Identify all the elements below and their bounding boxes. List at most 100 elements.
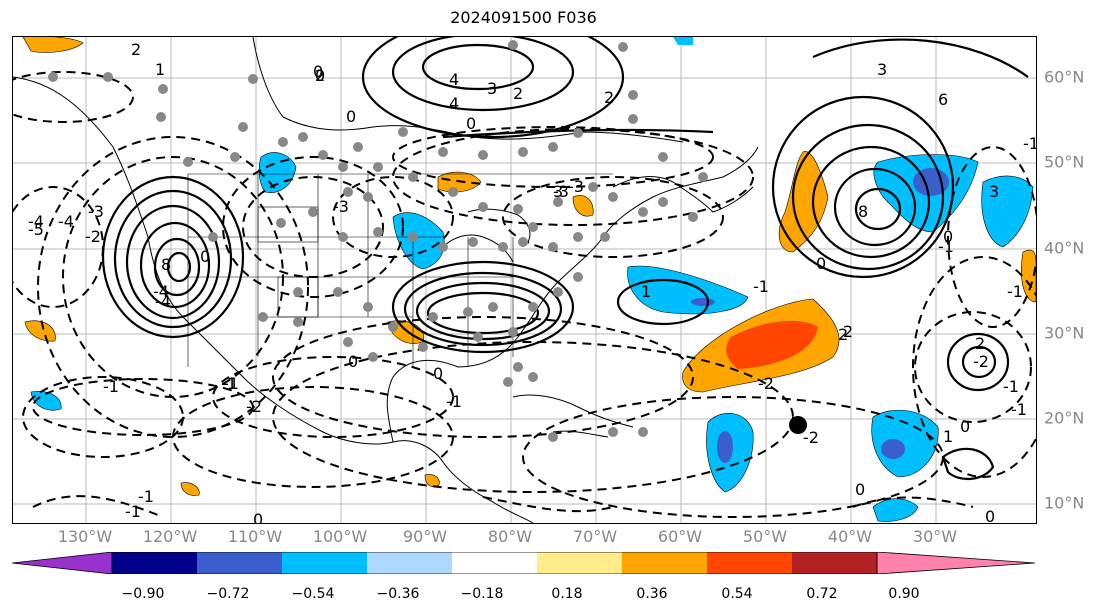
contour-label: -4 <box>58 212 74 231</box>
contour-label: -1 <box>1007 282 1023 301</box>
storm-marker <box>789 416 807 434</box>
contour-label: 0 <box>253 510 263 523</box>
contour-label: 1 <box>155 60 165 79</box>
contour-label: -2 <box>246 397 262 416</box>
contour-label: -4 <box>155 292 171 311</box>
contour-label: -1 <box>138 487 154 506</box>
contour-label: 1 <box>943 427 953 446</box>
state-borders <box>187 173 613 367</box>
contour-label: -1 <box>753 277 769 296</box>
graticule <box>13 37 1036 523</box>
lat-label: 50°N <box>1044 152 1085 172</box>
contour-label: 2 <box>513 84 523 103</box>
colorbar-tick: 0.90 <box>888 586 920 602</box>
contour-label: -3 <box>553 182 569 201</box>
contour-label: 3 <box>989 182 999 201</box>
lon-label: 120°W <box>142 527 198 546</box>
contour-label: 0 <box>346 107 356 126</box>
contour-label: -2 <box>973 352 989 371</box>
lon-label: 60°W <box>657 527 703 546</box>
contour-label: -3 <box>333 197 349 216</box>
colorbar-segment <box>197 552 282 574</box>
contour-label: 0 <box>855 480 865 499</box>
contour-label: -2 <box>758 374 774 393</box>
lat-label: 10°N <box>1044 493 1085 513</box>
contour-label: 0 <box>200 247 210 266</box>
contour-label: 3 <box>553 182 563 201</box>
colorbar-tick: −0.54 <box>291 586 335 602</box>
contour-label: -2 <box>803 428 819 447</box>
shaded-anomalies <box>22 37 1036 522</box>
lon-label: 80°W <box>487 527 533 546</box>
contour-label: -1 <box>938 237 954 256</box>
solid-contours <box>101 37 1029 480</box>
colorbar-tick: 0.72 <box>806 586 838 602</box>
colorbar-segment <box>537 552 622 574</box>
lat-label: 20°N <box>1044 408 1085 428</box>
colorbar-segment <box>452 552 537 574</box>
contour-label: -3 <box>88 202 104 221</box>
contour-label: 1 <box>641 282 651 301</box>
contour-label: 0 <box>985 507 995 523</box>
contour-label: 0 <box>466 114 476 133</box>
contour-label: -2 <box>85 227 101 246</box>
dashed-contours <box>13 71 1036 518</box>
contour-label: 3 <box>487 79 497 98</box>
contour-label: -1 <box>1003 377 1019 396</box>
contour-label: 4 <box>449 70 459 89</box>
colorbar-segment <box>622 552 707 574</box>
contour-label: 6 <box>938 90 948 109</box>
colorbar-max-arrow <box>876 552 1035 574</box>
contour-label: 8 <box>161 255 171 274</box>
contour-label: 2 <box>315 66 325 85</box>
contour-label: -4 <box>28 212 44 231</box>
contour-label: 2 <box>604 88 614 107</box>
contour-label: -5 <box>28 220 44 239</box>
station-dots <box>48 40 708 442</box>
contour-label: 0 <box>816 254 826 273</box>
contour-label: 0 <box>433 364 443 383</box>
contour-label: -1 <box>446 392 462 411</box>
colorbar-tick: −0.72 <box>206 586 250 602</box>
lat-label: 40°N <box>1044 238 1085 258</box>
contour-labels: 2 1 0 4 3 2 0 6 3 4 0 2 3 8 3 -1 0 2 8 0… <box>28 40 1036 523</box>
contour-label: 4 <box>449 94 459 113</box>
colorbar <box>12 552 1035 574</box>
contour-label: 8 <box>858 202 868 221</box>
contour-label: -1 <box>221 374 237 393</box>
contour-label: -1 <box>1023 134 1036 153</box>
map-svg: 2 1 0 4 3 2 0 6 3 4 0 2 3 8 3 -1 0 2 8 0… <box>13 37 1036 523</box>
lon-label: 30°W <box>912 527 958 546</box>
lat-label: 30°N <box>1044 323 1085 343</box>
colorbar-segment <box>282 552 367 574</box>
lat-label: 60°N <box>1044 67 1085 87</box>
contour-label: -1 <box>223 374 239 393</box>
colorbar-tick: −0.18 <box>460 586 504 602</box>
lon-label: 40°W <box>827 527 873 546</box>
contour-label: 2 <box>843 322 853 341</box>
colorbar-tick: 0.36 <box>636 586 668 602</box>
lon-label: 90°W <box>402 527 448 546</box>
colorbar-tick: −0.36 <box>376 586 420 602</box>
contour-label: 0 <box>315 66 325 85</box>
colorbar-segment <box>707 552 792 574</box>
contour-label: -1 <box>125 502 141 521</box>
colorbar-min-arrow <box>12 552 113 574</box>
contour-label: 0 <box>313 62 323 81</box>
map-title: 2024091500 F036 <box>450 8 597 27</box>
lon-label: 100°W <box>312 527 368 546</box>
contour-label: -3 <box>568 177 584 196</box>
colorbar-tick: 0.54 <box>721 586 753 602</box>
lon-label: 130°W <box>57 527 113 546</box>
weather-map: 2 1 0 4 3 2 0 6 3 4 0 2 3 8 3 -1 0 2 8 0… <box>12 36 1037 524</box>
contour-label: -1 <box>1011 400 1027 419</box>
colorbar-segment <box>367 552 452 574</box>
contour-label: -4 <box>153 282 169 301</box>
contour-label: -1 <box>103 377 119 396</box>
contour-label: 0 <box>960 417 970 436</box>
contour-label: 2 <box>838 325 848 344</box>
contour-label: 0 <box>943 227 953 246</box>
colorbar-tick: 0.18 <box>551 586 583 602</box>
lon-label: 70°W <box>572 527 618 546</box>
contour-label: 2 <box>131 40 141 59</box>
